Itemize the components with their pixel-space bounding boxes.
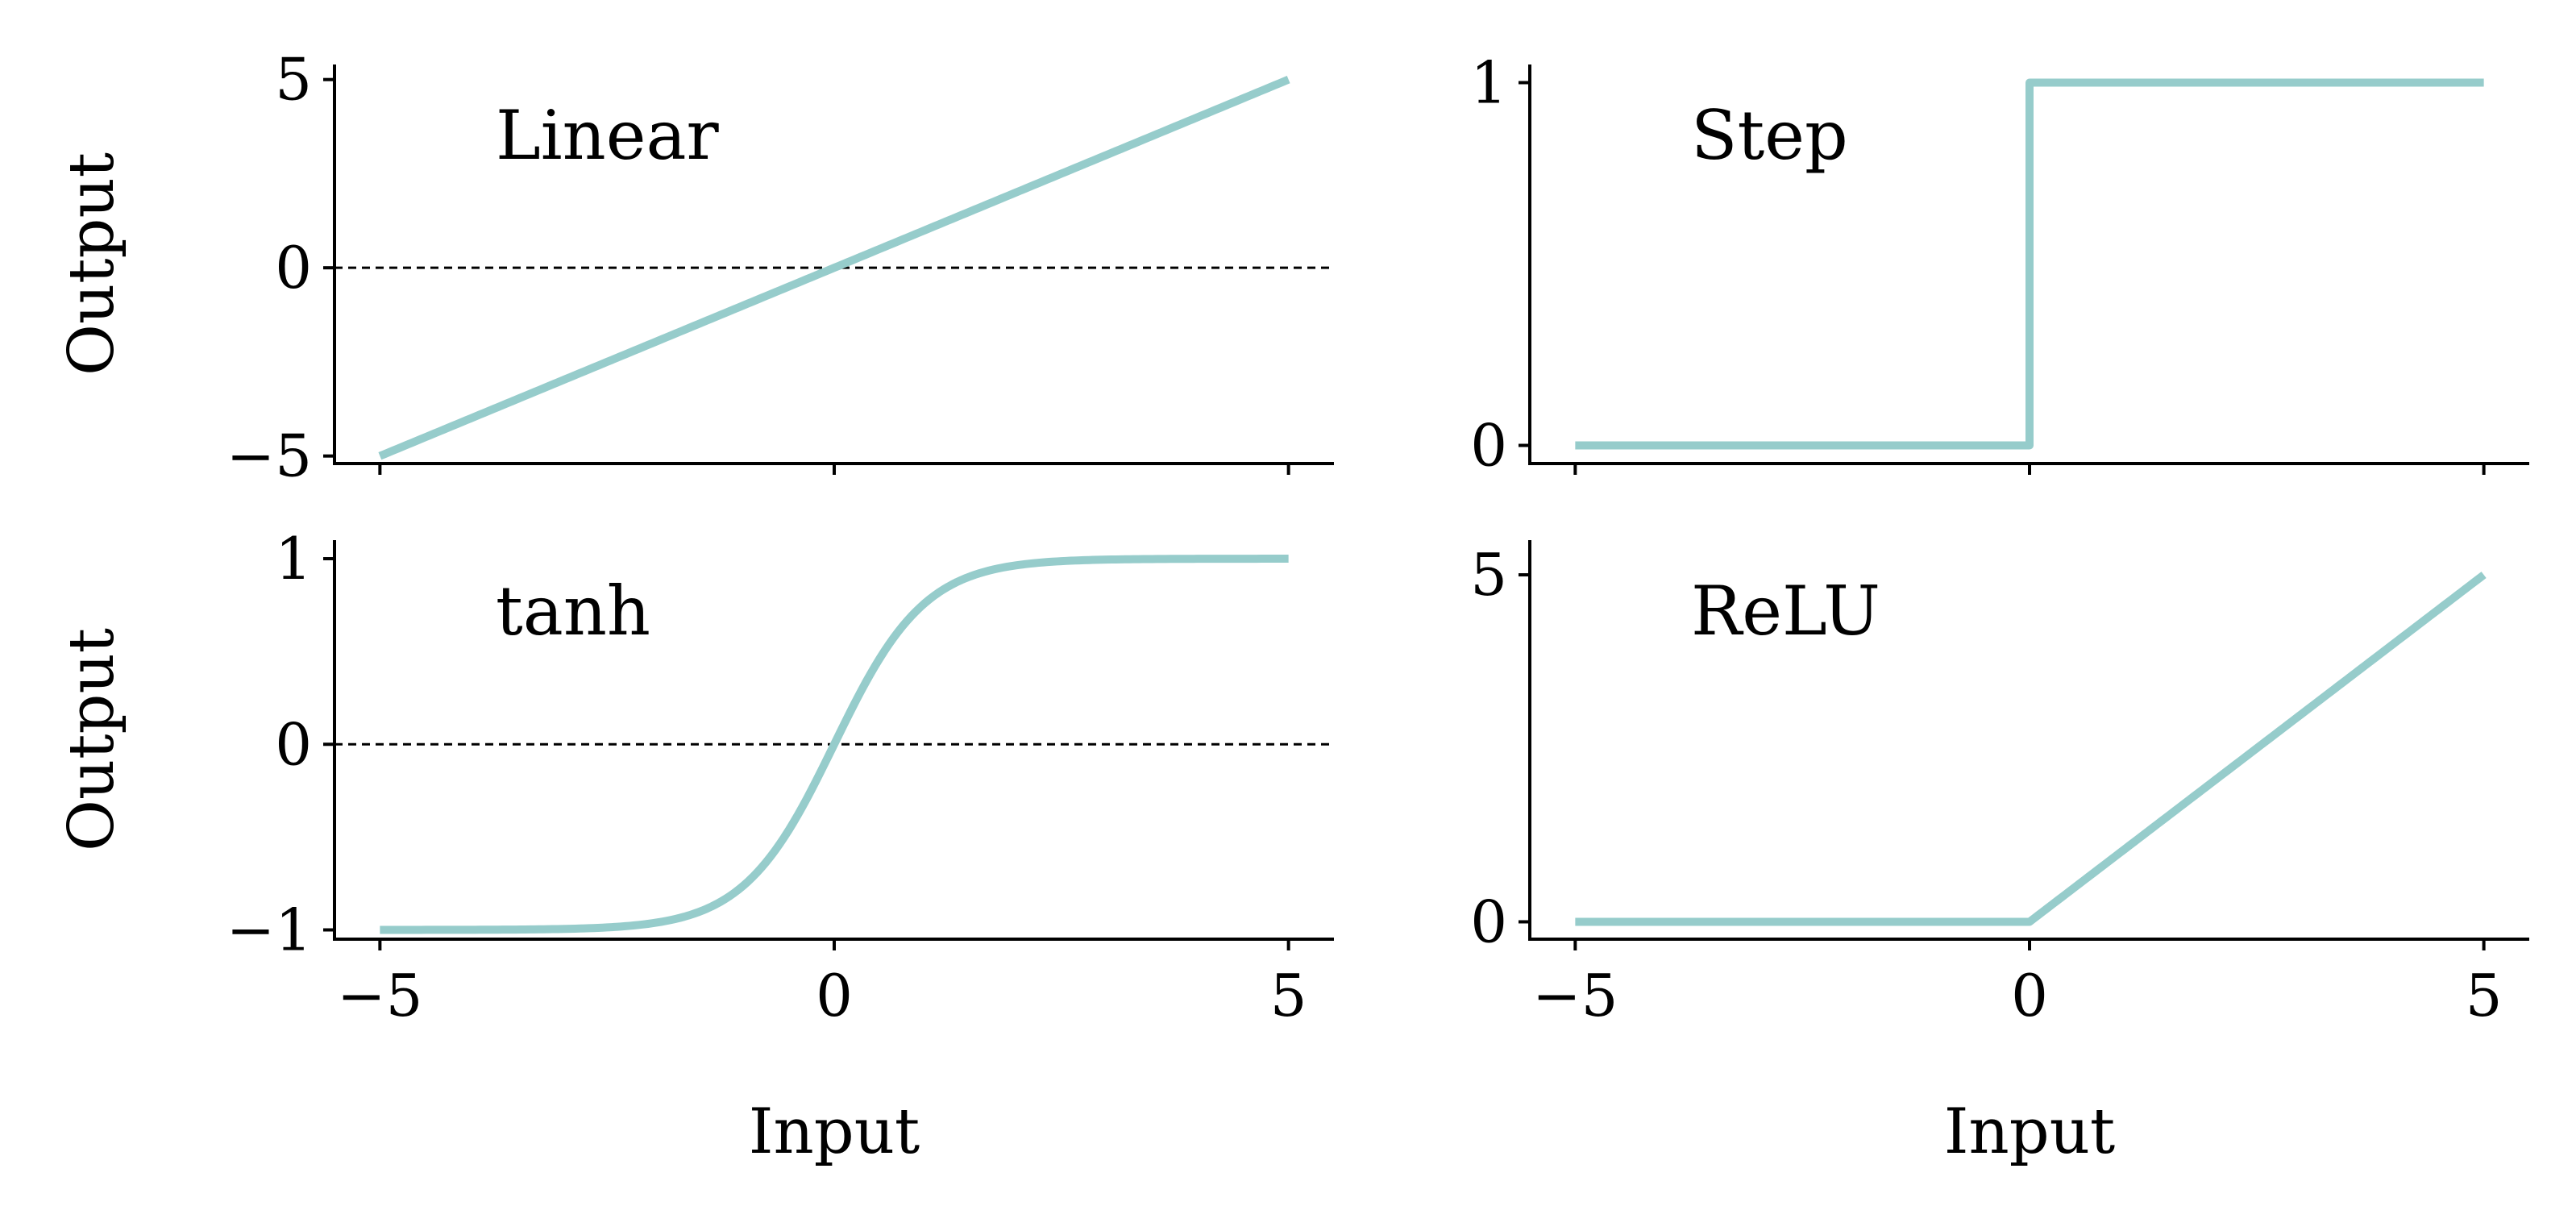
linear-y-tick-label: 5 [275, 46, 312, 114]
relu-panel-title: ReLU [1691, 572, 1880, 651]
relu-x-axis-label: Input [1944, 1096, 2116, 1168]
linear-panel-title: Linear [496, 96, 720, 175]
panel-tanh: −1 0 1 −5 0 5 tanh Output Input [56, 525, 1334, 1168]
relu-x-tick-label: −5 [1532, 962, 1618, 1029]
linear-series-line [378, 76, 1290, 460]
panel-step: 0 1 Step [1470, 49, 2529, 480]
tanh-y-tick-label: −1 [226, 896, 312, 963]
tanh-series-line [380, 555, 1289, 934]
panel-relu: 0 5 −5 0 5 ReLU Input [1470, 540, 2529, 1168]
linear-y-tick-label: −5 [226, 422, 312, 490]
tanh-x-tick-label: 5 [1270, 962, 1307, 1029]
panel-linear: −5 0 5 Linear Output [56, 46, 1334, 490]
tanh-x-tick-label: 0 [816, 962, 853, 1029]
linear-y-tick-label: 0 [275, 234, 312, 302]
tanh-x-axis-label: Input [749, 1096, 920, 1168]
relu-x-tick-label: 5 [2466, 962, 2503, 1029]
linear-y-axis-label: Output [56, 152, 128, 376]
tanh-y-axis-label: Output [56, 628, 128, 851]
tanh-y-tick-label: 0 [275, 710, 312, 778]
tanh-x-tick-label: −5 [337, 962, 422, 1029]
step-y-tick-label: 0 [1470, 412, 1507, 480]
relu-x-tick-label: 0 [2011, 962, 2048, 1029]
step-y-tick-label: 1 [1470, 49, 1507, 117]
tanh-panel-title: tanh [496, 572, 650, 651]
tanh-y-tick-label: 1 [275, 525, 312, 593]
relu-y-tick-label: 5 [1470, 541, 1507, 609]
step-series-line [1575, 78, 2484, 450]
relu-series-line [1575, 572, 2487, 926]
step-panel-title: Step [1691, 96, 1848, 175]
relu-y-tick-label: 0 [1470, 888, 1507, 955]
